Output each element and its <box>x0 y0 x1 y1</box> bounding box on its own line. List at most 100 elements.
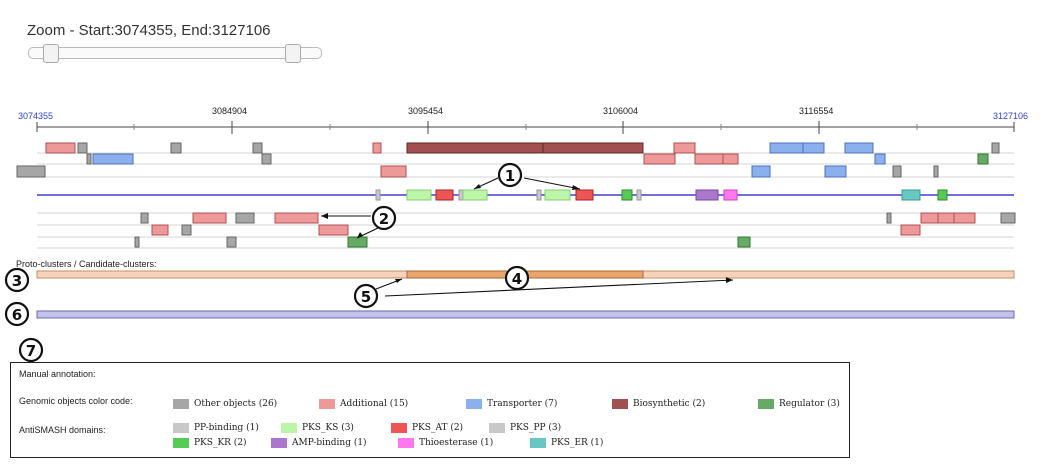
other-gene[interactable] <box>77 142 88 154</box>
additional-gene[interactable] <box>900 224 921 236</box>
callout-circle <box>353 283 379 309</box>
other-gene[interactable] <box>261 153 272 165</box>
additional-gene[interactable] <box>722 153 739 165</box>
additional-gene[interactable] <box>643 153 676 165</box>
legend-item-pks-pp[interactable]: PKS_PP (3) <box>489 423 561 433</box>
color-swatch <box>612 399 628 409</box>
pks-ks-domain[interactable] <box>462 189 488 201</box>
legend-item-regulator[interactable]: Regulator (3) <box>758 399 840 409</box>
region-bar[interactable] <box>36 310 1015 319</box>
color-swatch <box>391 423 407 433</box>
axis-tick-label: 3084904 <box>212 106 247 116</box>
callout-circle <box>504 265 530 291</box>
additional-gene[interactable] <box>694 153 724 165</box>
other-gene[interactable] <box>1000 212 1016 224</box>
arrowhead <box>572 185 580 190</box>
transporter-gene[interactable] <box>769 142 804 154</box>
biosynthetic-gene[interactable] <box>542 142 644 154</box>
color-swatch <box>271 438 287 448</box>
other-gene[interactable] <box>226 236 237 248</box>
color-swatch <box>173 438 189 448</box>
callout-arrowheads <box>321 184 733 283</box>
other-gene[interactable] <box>252 142 263 154</box>
amp-binding-domain[interactable] <box>695 189 719 201</box>
transporter-gene[interactable] <box>92 153 134 165</box>
genomic-color-code-label: Genomic objects color code: <box>19 396 133 406</box>
additional-gene[interactable] <box>45 142 76 154</box>
arrowhead <box>395 279 402 283</box>
pks-kr-domain[interactable] <box>621 189 633 201</box>
callout-circle <box>497 162 523 188</box>
legend-item-pp-binding[interactable]: PP-binding (1) <box>173 423 259 433</box>
pks-pp-domain[interactable] <box>536 189 542 201</box>
other-gene[interactable] <box>933 165 939 178</box>
gene-row-3 <box>16 165 939 178</box>
legend-item-label: PKS_ER (1) <box>551 438 604 448</box>
other-gene[interactable] <box>140 212 149 224</box>
legend-item-pks-ks[interactable]: PKS_KS (3) <box>281 423 354 433</box>
legend-item-additional[interactable]: Additional (15) <box>319 399 408 409</box>
transporter-gene[interactable] <box>874 153 886 165</box>
transporter-gene[interactable] <box>751 165 771 178</box>
regulator-gene[interactable] <box>347 236 368 248</box>
axis-start-label: 3074355 <box>18 111 53 121</box>
zoom-slider[interactable] <box>28 44 322 63</box>
axis-tick-label: 3116554 <box>799 106 833 116</box>
color-swatch <box>173 399 189 409</box>
other-gene[interactable] <box>181 224 192 236</box>
thioesterase-domain[interactable] <box>723 189 738 201</box>
additional-gene[interactable] <box>274 212 319 224</box>
additional-gene[interactable] <box>673 142 696 154</box>
additional-gene[interactable] <box>192 212 227 224</box>
callout-circle <box>371 205 397 231</box>
additional-gene[interactable] <box>920 212 939 224</box>
additional-gene[interactable] <box>937 212 955 224</box>
pks-at-domain[interactable] <box>575 189 594 201</box>
regulator-gene[interactable] <box>977 153 989 165</box>
additional-gene[interactable] <box>380 165 407 178</box>
legend-item-pks-kr[interactable]: PKS_KR (2) <box>173 438 247 448</box>
transporter-gene[interactable] <box>844 142 874 154</box>
arrowhead <box>474 184 481 189</box>
other-gene[interactable] <box>16 165 46 178</box>
legend-item-transporter[interactable]: Transporter (7) <box>466 399 557 409</box>
legend-item-pks-er[interactable]: PKS_ER (1) <box>530 438 603 448</box>
additional-gene[interactable] <box>318 224 349 236</box>
other-gene[interactable] <box>991 142 1000 154</box>
transporter-gene[interactable] <box>802 142 825 154</box>
legend-item-thioesterase[interactable]: Thioesterase (1) <box>398 438 493 448</box>
other-gene[interactable] <box>892 165 902 178</box>
regulator-gene[interactable] <box>737 236 751 248</box>
legend-item-other-objects[interactable]: Other objects (26) <box>173 399 277 409</box>
zoom-slider-start-handle[interactable] <box>43 44 59 63</box>
legend-title: Manual annotation: <box>19 369 96 379</box>
gene-row-4 <box>140 212 1016 224</box>
legend-item-biosynthetic[interactable]: Biosynthetic (2) <box>612 399 705 409</box>
additional-gene[interactable] <box>372 142 382 154</box>
color-swatch <box>398 438 414 448</box>
other-gene[interactable] <box>170 142 182 154</box>
pks-ks-domain[interactable] <box>544 189 571 201</box>
legend-item-label: Other objects (26) <box>194 399 278 409</box>
other-gene[interactable] <box>134 236 140 248</box>
callout-number: 2 <box>379 210 389 228</box>
axis-tick-label: 3095454 <box>408 106 443 116</box>
biosynthetic-gene[interactable] <box>406 142 544 154</box>
zoom-slider-end-handle[interactable] <box>285 44 301 63</box>
pks-kr-domain[interactable] <box>937 189 948 201</box>
legend-item-pks-at[interactable]: PKS_AT (2) <box>391 423 463 433</box>
additional-gene[interactable] <box>953 212 976 224</box>
pks-ks-domain[interactable] <box>406 189 432 201</box>
pks-pp-domain[interactable] <box>375 189 381 201</box>
additional-gene[interactable] <box>151 224 169 236</box>
pks-er-domain[interactable] <box>901 189 921 201</box>
pks-pp-domain[interactable] <box>636 189 642 201</box>
gene-row-6 <box>134 236 751 248</box>
other-gene[interactable] <box>235 212 255 224</box>
pp-binding-domain[interactable] <box>458 189 464 201</box>
legend-item-amp-binding[interactable]: AMP-binding (1) <box>271 438 367 448</box>
other-gene[interactable] <box>86 153 92 165</box>
pks-at-domain[interactable] <box>435 189 454 201</box>
transporter-gene[interactable] <box>824 165 847 178</box>
other-gene[interactable] <box>886 212 892 224</box>
